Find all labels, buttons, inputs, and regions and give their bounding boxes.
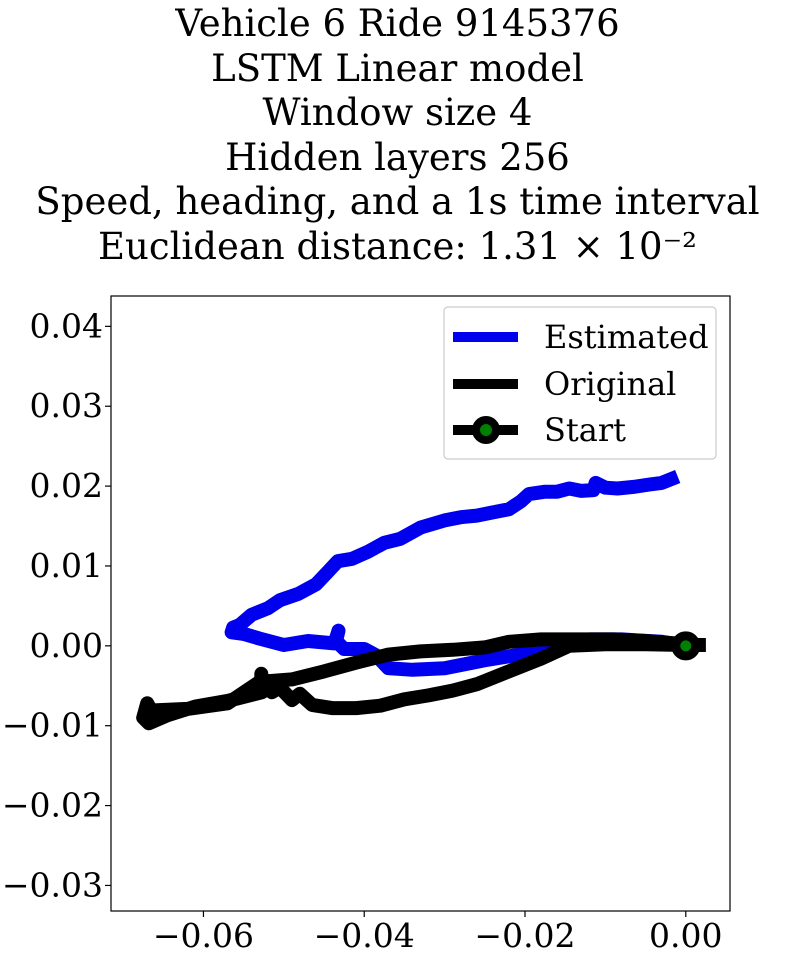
axes-frame bbox=[110, 295, 731, 912]
x-tick-label: −0.02 bbox=[474, 916, 575, 955]
y-tick-label: 0.04 bbox=[30, 306, 103, 345]
x-tick-label: 0.00 bbox=[649, 916, 722, 955]
legend-label-estimated: Estimated bbox=[544, 318, 709, 356]
series-layer bbox=[136, 470, 706, 731]
y-tick-label: 0.03 bbox=[30, 386, 103, 425]
series-line-original bbox=[136, 632, 706, 731]
y-tick-label: −0.03 bbox=[2, 865, 103, 904]
legend: Estimated Original Start bbox=[443, 306, 717, 460]
legend-handle-start-marker bbox=[472, 416, 500, 444]
x-axis-ticks: −0.06 −0.04 −0.02 0.00 bbox=[153, 911, 723, 955]
title-line-4: Hidden layers 256 bbox=[225, 135, 570, 179]
legend-label-start: Start bbox=[544, 411, 626, 449]
y-tick-label: −0.02 bbox=[2, 786, 103, 825]
legend-box bbox=[443, 306, 717, 460]
title-line-1: Vehicle 6 Ride 9145376 bbox=[175, 2, 620, 45]
title-line-2: LSTM Linear model bbox=[211, 46, 584, 90]
start-layer bbox=[671, 631, 701, 661]
y-tick-label: 0.00 bbox=[30, 626, 103, 665]
y-tick-label: 0.01 bbox=[30, 546, 103, 585]
y-axis-ticks: 0.04 0.03 0.02 0.01 0.00 −0.01 −0.02 −0.03 bbox=[2, 306, 111, 904]
series-line-estimated bbox=[224, 470, 687, 677]
title-line-6: Euclidean distance: 1.31 × 10⁻² bbox=[98, 224, 697, 268]
title-line-5: Speed, heading, and a 1s time interval bbox=[35, 180, 760, 223]
y-tick-label: 0.02 bbox=[30, 466, 103, 505]
start-marker bbox=[671, 631, 701, 661]
chart-title: Vehicle 6 Ride 9145376 LSTM Linear model… bbox=[0, 2, 795, 269]
x-tick-label: −0.06 bbox=[153, 916, 254, 955]
title-line-3: Window size 4 bbox=[262, 91, 533, 134]
y-tick-label: −0.01 bbox=[2, 706, 103, 745]
legend-label-original: Original bbox=[544, 365, 676, 403]
plot-area bbox=[110, 295, 731, 912]
x-tick-label: −0.04 bbox=[314, 916, 415, 955]
